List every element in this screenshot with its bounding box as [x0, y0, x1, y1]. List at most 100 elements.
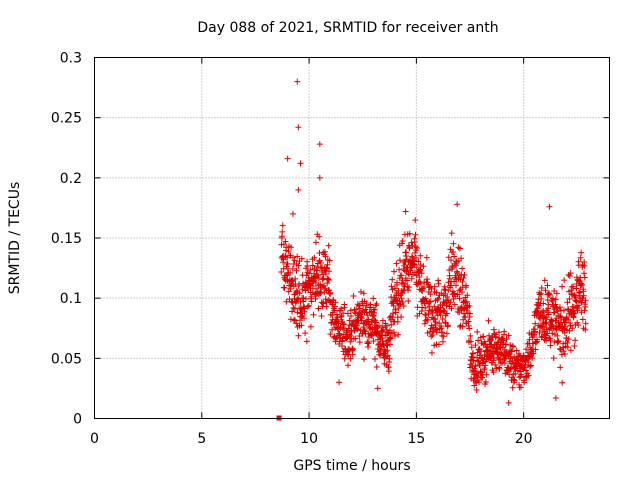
data-point: [279, 228, 286, 235]
data-point: [575, 302, 582, 309]
data-point: [554, 332, 561, 339]
data-point: [370, 295, 377, 302]
data-point: [582, 303, 589, 310]
data-point: [552, 301, 559, 308]
data-point: [562, 323, 569, 330]
data-point: [278, 268, 285, 275]
data-point: [400, 302, 407, 309]
data-point: [521, 379, 528, 386]
data-point: [294, 78, 301, 85]
data-point: [412, 231, 419, 238]
data-point: [443, 302, 450, 309]
data-point: [446, 275, 453, 282]
data-point: [365, 344, 372, 351]
data-point: [490, 326, 497, 333]
data-point: [306, 270, 313, 277]
data-point: [283, 298, 290, 305]
data-point: [403, 249, 410, 256]
data-point: [543, 326, 550, 333]
data-point: [427, 291, 434, 298]
data-point: [479, 374, 486, 381]
data-point: [460, 274, 467, 281]
data-point: [347, 307, 354, 314]
y-tick-label: 0.3: [60, 51, 82, 67]
data-point: [302, 295, 309, 302]
data-point: [556, 345, 563, 352]
data-point: [581, 270, 588, 277]
data-point: [463, 307, 470, 314]
data-point: [289, 308, 296, 315]
data-point: [345, 362, 352, 369]
data-point: [547, 342, 554, 349]
data-point: [492, 334, 499, 341]
data-point: [428, 349, 435, 356]
data-point: [450, 248, 457, 255]
data-point: [290, 304, 297, 311]
data-point: [556, 304, 563, 311]
data-point: [474, 328, 481, 335]
data-point: [547, 337, 554, 344]
data-point: [549, 295, 556, 302]
data-point: [474, 358, 481, 365]
data-point: [546, 203, 553, 210]
data-point: [536, 291, 543, 298]
data-point: [389, 314, 396, 321]
data-point: [390, 329, 397, 336]
data-point: [541, 312, 548, 319]
data-point: [512, 370, 519, 377]
data-point: [455, 244, 462, 251]
data-point: [346, 347, 353, 354]
data-point: [466, 302, 473, 309]
data-point: [447, 257, 454, 264]
data-point: [431, 283, 438, 290]
data-point: [532, 320, 539, 327]
data-point: [371, 309, 378, 316]
data-point: [315, 305, 322, 312]
data-point: [505, 332, 512, 339]
data-point: [318, 313, 325, 320]
data-point: [389, 276, 396, 283]
x-tick-labels: 0 5 10 15 20: [90, 431, 533, 447]
data-point: [530, 350, 537, 357]
data-point: [491, 355, 498, 362]
data-point: [575, 322, 582, 329]
data-point: [529, 334, 536, 341]
data-point: [316, 174, 323, 181]
data-point: [354, 326, 361, 333]
data-point: [526, 363, 533, 370]
data-point: [384, 342, 391, 349]
data-point: [466, 310, 473, 317]
data-point: [432, 316, 439, 323]
data-point: [294, 253, 301, 260]
data-point: [463, 282, 470, 289]
data-point: [447, 246, 454, 253]
data-point: [405, 284, 412, 291]
data-point: [570, 283, 577, 290]
data-point: [319, 283, 326, 290]
data-point: [338, 305, 345, 312]
data-point: [289, 210, 296, 217]
data-point: [422, 304, 429, 311]
data-point: [428, 333, 435, 340]
data-point: [349, 351, 356, 358]
data-point: [373, 364, 380, 371]
data-point: [477, 368, 484, 375]
data-point: [461, 271, 468, 278]
data-point: [561, 350, 568, 357]
data-point: [567, 347, 574, 354]
data-point: [298, 322, 305, 329]
data-point: [418, 280, 425, 287]
data-point: [566, 273, 573, 280]
data-point: [580, 292, 587, 299]
data-point: [406, 230, 413, 237]
data-point: [439, 315, 446, 322]
data-point: [581, 262, 588, 269]
data-point: [552, 395, 559, 402]
data-point: [414, 245, 421, 252]
data-point: [405, 298, 412, 305]
data-point: [549, 330, 556, 337]
data-point: [571, 342, 578, 349]
data-point: [341, 304, 348, 311]
data-point: [361, 326, 368, 333]
y-tick-labels: 0 0.05 0.1 0.15 0.2 0.25 0.3: [51, 51, 82, 428]
